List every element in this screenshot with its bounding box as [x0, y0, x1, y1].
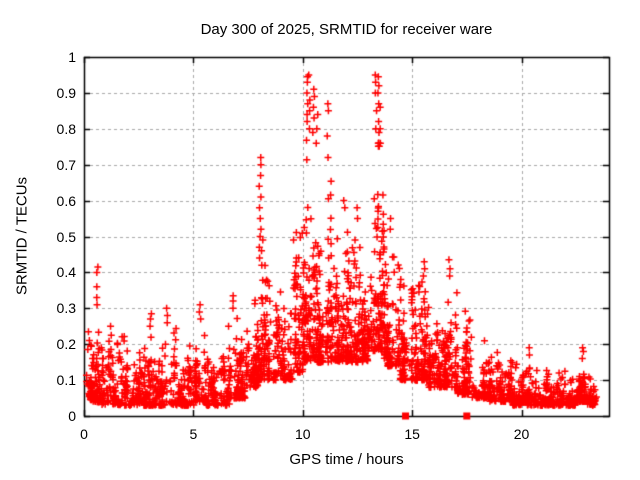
y-tick-label: 0.6	[56, 192, 76, 209]
x-axis-label: GPS time / hours	[289, 451, 404, 468]
y-tick-label: 0.1	[56, 372, 76, 389]
x-tick-label: 15	[404, 426, 420, 442]
y-tick-label: 0	[68, 408, 76, 424]
y-tick-label: 0.5	[56, 228, 76, 245]
x-tick-label: 20	[513, 426, 530, 442]
y-tick-label: 0.2	[56, 336, 76, 353]
y-tick-label: 0.9	[56, 84, 76, 101]
y-tick-label: 0.7	[56, 156, 76, 173]
chart-title: Day 300 of 2025, SRMTID for receiver war…	[200, 21, 493, 38]
y-tick-label: 1	[68, 49, 76, 65]
y-tick-label: 0.4	[56, 264, 76, 281]
y-tick-label: 0.3	[56, 300, 76, 317]
x-tick-label: 10	[294, 426, 311, 442]
x-tick-label: 5	[189, 426, 198, 442]
x-tick-label: 0	[80, 426, 88, 442]
y-tick-label: 0.8	[56, 120, 76, 137]
